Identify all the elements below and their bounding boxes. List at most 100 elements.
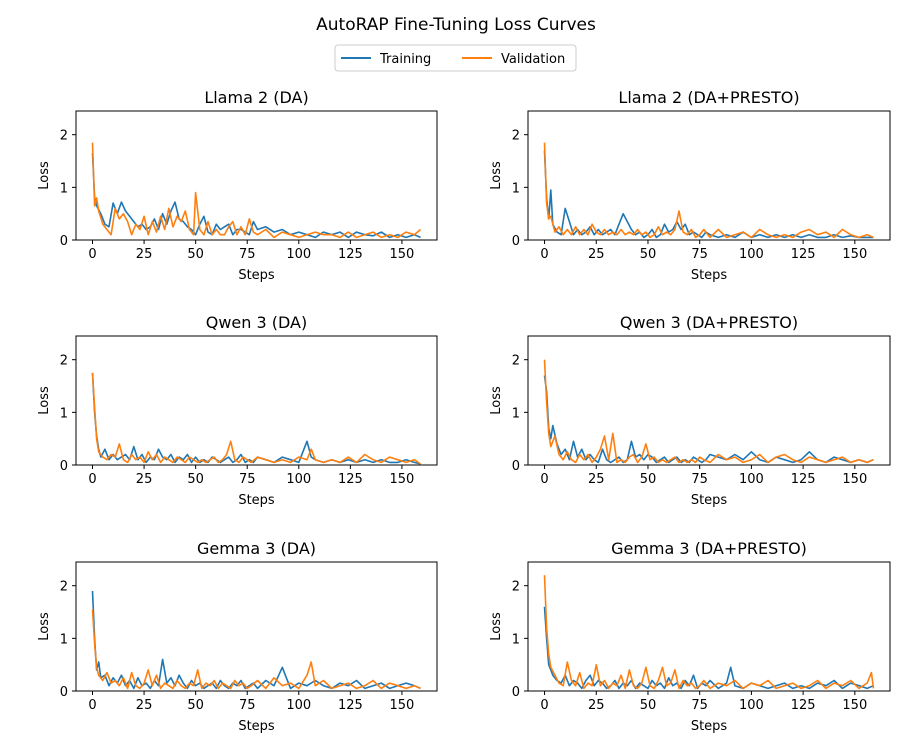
x-tick-label: 0 [88, 472, 96, 487]
y-tick-label: 2 [60, 354, 68, 369]
subplot-1: 0 25 50 75 100 125 150 0 1 2 Llama 2 (DA) Steps Loss [37, 88, 438, 283]
subplot-5: 0 25 50 75 100 125 150 0 1 2 Gemma 3 (DA) Steps Loss [37, 539, 438, 734]
x-axis-label: Steps [691, 268, 728, 283]
x-tick-label: 125 [338, 247, 363, 262]
x-tick-label: 100 [739, 472, 764, 487]
y-axis-label: Loss [489, 612, 504, 641]
x-tick-label: 125 [338, 698, 363, 713]
x-tick-label: 50 [187, 247, 204, 262]
subplot-title: Qwen 3 (DA) [206, 313, 307, 332]
x-tick-label: 25 [136, 472, 153, 487]
x-tick-label: 150 [390, 698, 415, 713]
x-axis-label: Steps [691, 493, 728, 508]
y-tick-label: 2 [60, 580, 68, 595]
x-tick-label: 25 [136, 247, 153, 262]
y-tick-label: 0 [60, 685, 68, 700]
x-tick-label: 150 [390, 472, 415, 487]
training-line [91, 372, 421, 465]
axes-frame [527, 561, 891, 692]
subplot-title: Qwen 3 (DA+PRESTO) [620, 313, 798, 332]
subplot-4: 0 25 50 75 100 125 150 0 1 2 Qwen 3 (DA+PRESTO) Ste… [489, 313, 891, 508]
y-tick-label: 2 [512, 129, 520, 144]
y-tick-label: 2 [512, 580, 520, 595]
x-axis-label: Steps [238, 493, 275, 508]
y-tick-label: 0 [60, 234, 68, 249]
x-tick-label: 125 [791, 247, 816, 262]
validation-line [91, 609, 421, 690]
subplot-3: 0 25 50 75 100 125 150 0 1 2 Qwen 3 (DA) Steps Loss [37, 313, 438, 508]
subplot-title: Gemma 3 (DA+PRESTO) [611, 539, 807, 558]
x-tick-label: 75 [239, 472, 256, 487]
x-tick-label: 100 [286, 472, 311, 487]
x-tick-label: 50 [640, 698, 657, 713]
y-axis-label: Loss [37, 612, 52, 641]
x-tick-label: 75 [239, 247, 256, 262]
y-tick-label: 1 [60, 632, 68, 647]
training-line [91, 590, 421, 690]
figure-title: AutoRAP Fine-Tuning Loss Curves [316, 15, 596, 35]
validation-line [543, 142, 874, 239]
y-tick-label: 0 [512, 685, 520, 700]
x-tick-label: 75 [691, 472, 708, 487]
y-axis-label: Loss [37, 161, 52, 190]
x-tick-label: 100 [739, 247, 764, 262]
x-tick-label: 0 [88, 247, 96, 262]
x-axis-label: Steps [691, 719, 728, 734]
axes-frame [75, 561, 438, 692]
y-tick-label: 0 [512, 234, 520, 249]
training-line [91, 153, 421, 239]
subplot-title: Llama 2 (DA) [204, 88, 308, 107]
x-tick-label: 150 [390, 247, 415, 262]
x-tick-label: 75 [691, 247, 708, 262]
x-tick-label: 150 [842, 472, 867, 487]
x-tick-label: 25 [588, 247, 605, 262]
x-tick-label: 125 [791, 472, 816, 487]
y-tick-label: 0 [512, 459, 520, 474]
x-tick-label: 100 [286, 247, 311, 262]
x-tick-label: 0 [88, 698, 96, 713]
legend: Training Validation [334, 44, 577, 72]
y-tick-label: 1 [512, 406, 520, 421]
x-tick-label: 100 [286, 698, 311, 713]
y-tick-label: 1 [512, 181, 520, 196]
validation-line [543, 575, 875, 690]
validation-line [543, 359, 874, 464]
validation-line [91, 372, 421, 465]
x-tick-label: 0 [540, 472, 548, 487]
y-axis-label: Loss [489, 386, 504, 415]
subplot-title: Gemma 3 (DA) [197, 539, 316, 558]
x-tick-label: 25 [136, 698, 153, 713]
x-tick-label: 125 [791, 698, 816, 713]
subplot-title: Llama 2 (DA+PRESTO) [618, 88, 799, 107]
training-line [543, 150, 874, 239]
legend-frame [334, 44, 577, 72]
x-tick-label: 125 [338, 472, 363, 487]
legend-validation-label: Validation [501, 52, 565, 67]
axes-frame [527, 335, 891, 466]
legend-training-label: Training [379, 52, 431, 67]
y-tick-label: 1 [512, 632, 520, 647]
y-axis-label: Loss [489, 161, 504, 190]
x-axis-label: Steps [238, 268, 275, 283]
x-tick-label: 0 [540, 698, 548, 713]
x-tick-label: 50 [640, 472, 657, 487]
x-tick-label: 75 [691, 698, 708, 713]
y-tick-label: 2 [512, 354, 520, 369]
y-tick-label: 0 [60, 459, 68, 474]
validation-line [91, 142, 422, 239]
axes-frame [75, 335, 438, 466]
x-tick-label: 25 [588, 698, 605, 713]
x-tick-label: 0 [540, 247, 548, 262]
y-tick-label: 1 [60, 406, 68, 421]
y-tick-label: 1 [60, 181, 68, 196]
axes-frame [75, 110, 438, 241]
x-tick-label: 50 [187, 472, 204, 487]
x-tick-label: 150 [842, 247, 867, 262]
subplot-2: 0 25 50 75 100 125 150 0 1 2 Llama 2 (DA+PRESTO) St… [489, 88, 891, 283]
x-tick-label: 25 [588, 472, 605, 487]
x-tick-label: 75 [239, 698, 256, 713]
x-tick-label: 50 [640, 247, 657, 262]
x-tick-label: 150 [842, 698, 867, 713]
x-tick-label: 50 [187, 698, 204, 713]
